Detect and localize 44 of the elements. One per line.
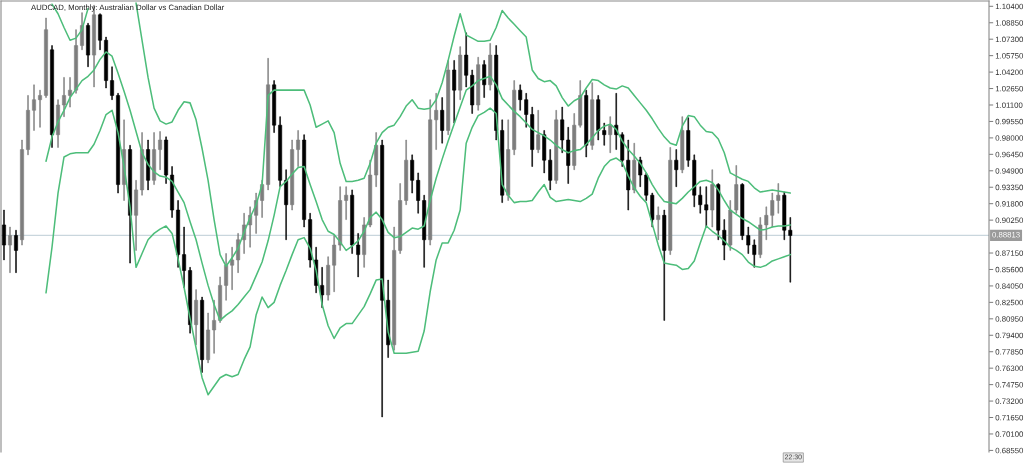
candlestick	[488, 43, 493, 91]
candlestick	[446, 60, 451, 135]
candlestick	[608, 116, 613, 154]
candlestick	[68, 77, 72, 108]
line-series	[45, 51, 792, 322]
candlestick	[662, 209, 667, 321]
candlestick	[554, 110, 559, 184]
candlestick	[410, 154, 415, 194]
candlestick	[38, 89, 42, 128]
candlestick	[110, 66, 114, 100]
candlestick	[224, 253, 229, 301]
candlestick	[476, 56, 481, 111]
candlestick	[2, 209, 6, 261]
candlestick	[656, 206, 661, 241]
candlestick	[458, 46, 463, 100]
candlestick	[158, 131, 163, 171]
candlestick	[416, 172, 421, 214]
candlestick	[632, 142, 637, 194]
candlestick	[434, 93, 439, 150]
candlestick	[182, 226, 187, 288]
candlestick	[296, 130, 301, 167]
candlestick	[230, 246, 235, 290]
candlestick	[680, 116, 685, 174]
line-series	[45, 107, 792, 396]
candlestick	[536, 110, 541, 154]
candlestick	[14, 229, 18, 273]
candlestick	[590, 82, 595, 150]
candlestick	[134, 180, 139, 251]
candlestick	[584, 89, 589, 158]
candlestick	[8, 226, 12, 273]
candlestick	[194, 289, 199, 346]
candlestick	[710, 169, 715, 228]
candlestick	[356, 233, 361, 278]
candlestick	[332, 235, 337, 293]
candlestick	[452, 60, 457, 124]
candlestick	[668, 147, 673, 255]
candlestick	[32, 84, 36, 131]
candlestick	[62, 77, 66, 117]
candlestick	[212, 299, 217, 354]
candlestick	[440, 97, 445, 144]
candlestick	[674, 149, 679, 187]
candlestick	[344, 186, 349, 220]
candlestick	[284, 169, 289, 241]
candlestick	[482, 60, 487, 98]
